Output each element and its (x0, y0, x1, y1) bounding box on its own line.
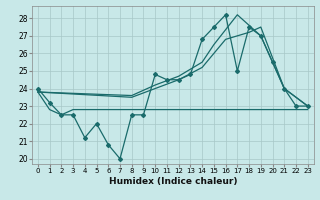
X-axis label: Humidex (Indice chaleur): Humidex (Indice chaleur) (108, 177, 237, 186)
